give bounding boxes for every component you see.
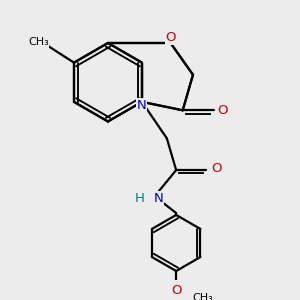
Text: O: O [171,284,181,297]
Text: H: H [135,192,145,205]
Text: O: O [165,31,176,44]
Text: O: O [211,162,222,175]
Text: CH₃: CH₃ [28,37,49,47]
Text: O: O [218,104,228,117]
Text: N: N [137,99,147,112]
Text: N: N [154,192,163,205]
Text: CH₃: CH₃ [192,293,213,300]
